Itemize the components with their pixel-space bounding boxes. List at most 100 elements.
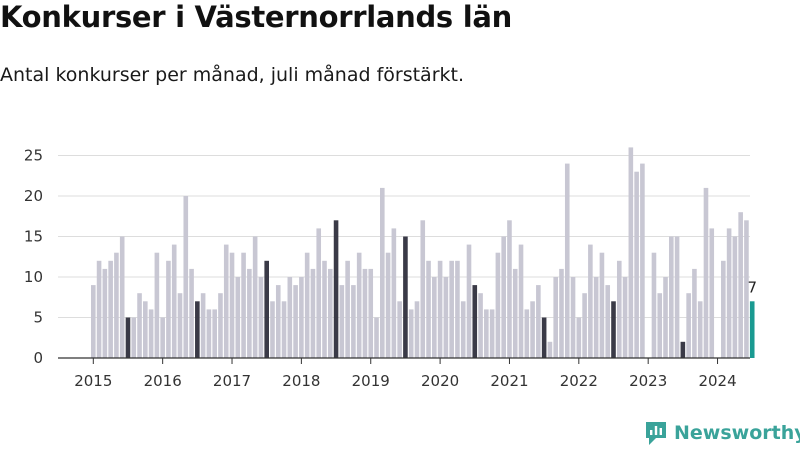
bar xyxy=(171,244,177,358)
x-tick-label: 2023 xyxy=(629,372,667,390)
newsworthy-logo-icon xyxy=(646,422,666,445)
bar xyxy=(293,285,298,358)
bar xyxy=(721,260,726,358)
bar xyxy=(275,285,281,358)
bar xyxy=(669,236,674,358)
bar xyxy=(218,293,223,358)
bar xyxy=(611,301,616,358)
bar xyxy=(692,268,697,358)
x-tick-label: 2018 xyxy=(282,372,320,390)
y-tick-label: 20 xyxy=(24,187,43,205)
bar xyxy=(91,285,96,358)
bar xyxy=(247,268,252,358)
bar xyxy=(420,220,426,358)
bar xyxy=(507,220,512,358)
bar xyxy=(235,277,241,358)
y-tick-label: 25 xyxy=(24,147,43,165)
bar xyxy=(327,268,333,358)
bar xyxy=(148,309,154,358)
bar xyxy=(270,301,275,358)
bar xyxy=(744,220,749,358)
bar xyxy=(605,285,611,358)
bar xyxy=(322,260,327,358)
bar xyxy=(518,244,524,358)
y-tick-label: 10 xyxy=(24,268,43,286)
bar xyxy=(368,268,374,358)
bar xyxy=(362,268,368,358)
bar xyxy=(177,293,183,358)
chart-title: Konkurser i Västernorrlands län xyxy=(0,0,512,34)
bar xyxy=(524,309,530,358)
bar xyxy=(651,252,657,358)
bar xyxy=(131,317,137,358)
x-tick-label: 2016 xyxy=(144,372,182,390)
bar xyxy=(166,260,171,358)
bars xyxy=(91,147,755,358)
bar xyxy=(466,244,472,358)
bar xyxy=(154,252,160,358)
x-tick-label: 2019 xyxy=(352,372,390,390)
bar xyxy=(258,277,264,358)
bar xyxy=(553,277,558,358)
bar xyxy=(160,317,165,358)
y-axis: 0 5 10 15 20 25 xyxy=(24,147,43,368)
x-tick-label: 2020 xyxy=(421,372,459,390)
bar xyxy=(385,252,391,358)
bar xyxy=(663,277,668,358)
data-labels: 7 xyxy=(747,278,757,296)
bar xyxy=(380,187,385,358)
bar xyxy=(472,285,478,358)
bar xyxy=(316,228,322,358)
y-tick-label: 15 xyxy=(24,228,43,246)
bar xyxy=(593,277,599,358)
bar xyxy=(443,277,449,358)
bar xyxy=(114,252,119,358)
bar xyxy=(738,212,743,358)
bar xyxy=(229,252,235,358)
bar xyxy=(564,163,570,358)
bar xyxy=(634,171,639,358)
last-value-label: 7 xyxy=(747,278,757,296)
bar xyxy=(536,285,541,358)
bar xyxy=(501,236,506,358)
x-tick-label: 2015 xyxy=(74,372,112,390)
bar xyxy=(732,236,738,358)
brand-name: Newsworthy xyxy=(674,422,800,444)
bar xyxy=(484,309,489,358)
bar xyxy=(397,301,402,358)
bar xyxy=(622,277,628,358)
bar xyxy=(183,196,189,358)
chart-subtitle: Antal konkurser per månad, juli månad fö… xyxy=(0,64,465,86)
x-tick-label: 2017 xyxy=(213,372,251,390)
bar xyxy=(281,301,287,358)
bar xyxy=(455,260,460,358)
bar xyxy=(570,277,576,358)
bar xyxy=(125,317,131,358)
bar xyxy=(299,277,304,358)
bar xyxy=(119,236,125,358)
bar xyxy=(582,293,587,358)
bar xyxy=(426,260,431,358)
bar xyxy=(680,341,686,358)
y-tick-label: 0 xyxy=(33,349,43,367)
bar xyxy=(749,301,755,358)
bar xyxy=(657,293,663,358)
bar xyxy=(287,277,293,358)
bar xyxy=(495,252,501,358)
bar xyxy=(252,236,258,358)
bar xyxy=(449,260,454,358)
bar xyxy=(391,228,397,358)
bar xyxy=(206,309,212,358)
bar xyxy=(432,277,437,358)
bar xyxy=(143,301,148,358)
bar xyxy=(489,309,495,358)
bar xyxy=(703,187,709,358)
bar xyxy=(616,260,622,358)
x-tick-label: 2022 xyxy=(560,372,598,390)
bar xyxy=(339,285,345,358)
bar xyxy=(102,268,108,358)
bar xyxy=(304,252,310,358)
bar xyxy=(137,293,142,358)
bar xyxy=(264,260,269,358)
